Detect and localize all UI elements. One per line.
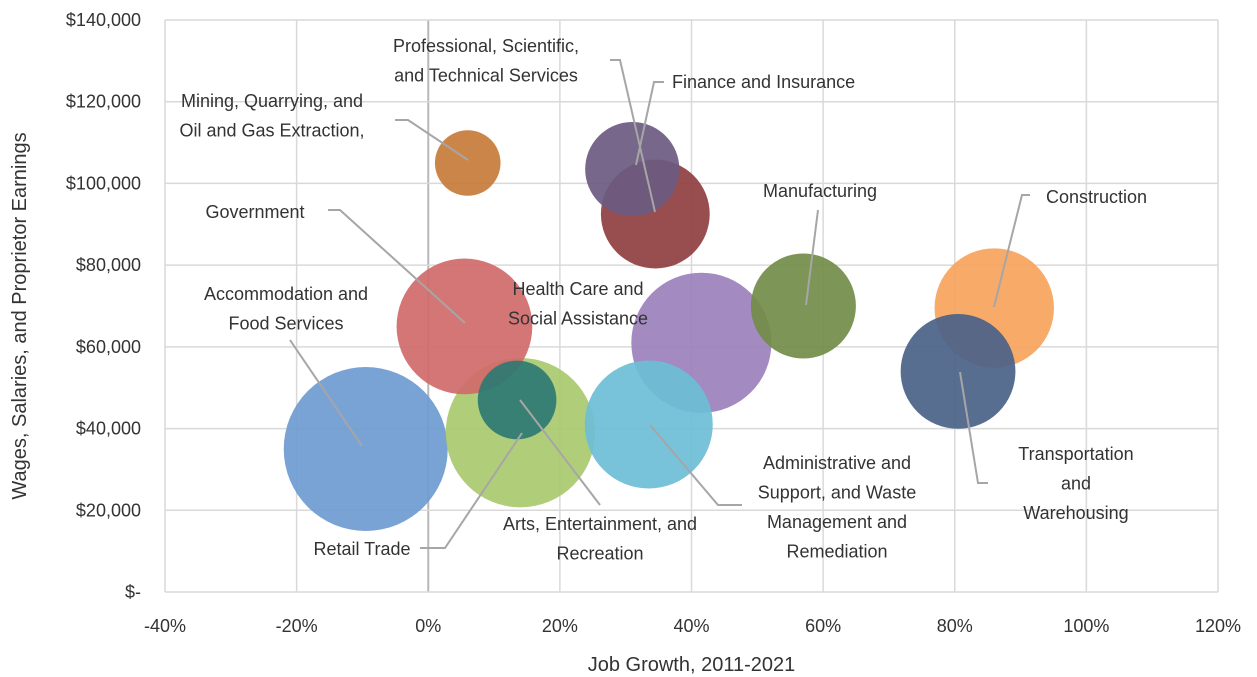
bubble-label-line: Recreation [556,544,643,564]
label-leader-line [993,194,1030,308]
x-tick-label: -20% [276,616,318,636]
bubble-label-line: Construction [1046,187,1147,207]
bubble-label: Retail Trade [313,539,410,559]
bubble-label: Manufacturing [763,181,877,201]
bubble-label: Construction [1046,187,1147,207]
bubble-label-line: Accommodation and [204,284,368,304]
bubble-label-line: Administrative and [763,453,911,473]
bubble-label: Transportation and Warehousing [1018,444,1133,523]
bubble-label-line: and [1061,474,1091,494]
bubble-label-line: Mining, Quarrying, and [181,91,363,111]
bubble-label-line: Retail Trade [313,539,410,559]
bubble-label-line: Professional, Scientific, [393,36,579,56]
bubble-label-line: Oil and Gas Extraction, [179,121,364,141]
label-leader-line [420,432,523,549]
bubble-label: Arts, Entertainment, and Recreation [503,514,697,564]
bubbles [283,122,1054,531]
bubble-label: Health Care and Social Assistance [508,279,648,329]
x-tick-label: 80% [937,616,973,636]
bubble-label-line: Management and [767,512,907,532]
bubble [283,367,448,531]
bubble-labels: Retail Trade Accommodation and Food Servic… [179,36,1147,564]
bubble-label-line: Social Assistance [508,309,648,329]
x-tick-label: 120% [1195,616,1241,636]
bubble-label: Government [205,202,304,222]
label-leader-line [395,119,469,161]
bubble-label-line: Remediation [786,542,887,562]
bubble [584,360,713,489]
y-tick-label: $80,000 [76,255,141,275]
bubble-label-line: Transportation [1018,444,1133,464]
label-leader-lines [289,59,1030,549]
y-tick-label: $60,000 [76,337,141,357]
bubble-label-line: Food Services [228,314,343,334]
y-tick-label: $40,000 [76,419,141,439]
bubble-label-line: Manufacturing [763,181,877,201]
x-axis-title: Job Growth, 2011-2021 [588,654,796,676]
label-leader-line [805,209,819,306]
x-tick-label: 20% [542,616,578,636]
bubble-label-line: Finance and Insurance [672,72,855,92]
bubble-label: Mining, Quarrying, and Oil and Gas Extrac… [179,91,364,141]
bubble [477,360,557,440]
bubble-label-line: and Technical Services [394,66,578,86]
x-tick-label: 40% [673,616,709,636]
bubble [585,122,680,217]
x-tick-label: 100% [1063,616,1109,636]
y-tick-label: $- [125,582,141,602]
label-leader-line [959,371,988,484]
bubble-label-line: Support, and Waste [758,483,916,503]
bubble-label-line: Government [205,202,304,222]
bubble-label: Finance and Insurance [672,72,855,92]
y-tick-label: $20,000 [76,500,141,520]
label-leader-line [635,81,664,166]
label-leader-line [649,424,742,506]
y-axis-title: Wages, Salaries, and Proprietor Earnings [9,132,31,499]
bubble [900,313,1016,429]
bubble-label: Administrative and Support, and Waste Mana… [758,453,916,562]
bubble-label-line: Health Care and [512,279,643,299]
bubble [750,253,856,359]
label-leader-line [328,209,466,324]
bubble-label: Professional, Scientific, and Technical S… [393,36,579,86]
y-tick-label: $120,000 [66,92,141,112]
y-tick-label: $100,000 [66,173,141,193]
x-tick-label: 60% [805,616,841,636]
bubble-label-line: Warehousing [1023,503,1128,523]
label-leader-line [289,339,363,447]
x-tick-label: -40% [144,616,186,636]
label-leader-line [610,59,656,213]
x-tick-label: 0% [415,616,441,636]
bubble [434,130,501,196]
bubble-label-line: Arts, Entertainment, and [503,514,697,534]
axis-ticks: -40% -20% 0% 20% 40% 60% 80% 100% 120% $- $20,000 $… [66,10,1241,636]
y-tick-label: $140,000 [66,10,141,30]
bubble-label: Accommodation and Food Services [204,284,368,334]
label-leader-line [519,399,601,506]
